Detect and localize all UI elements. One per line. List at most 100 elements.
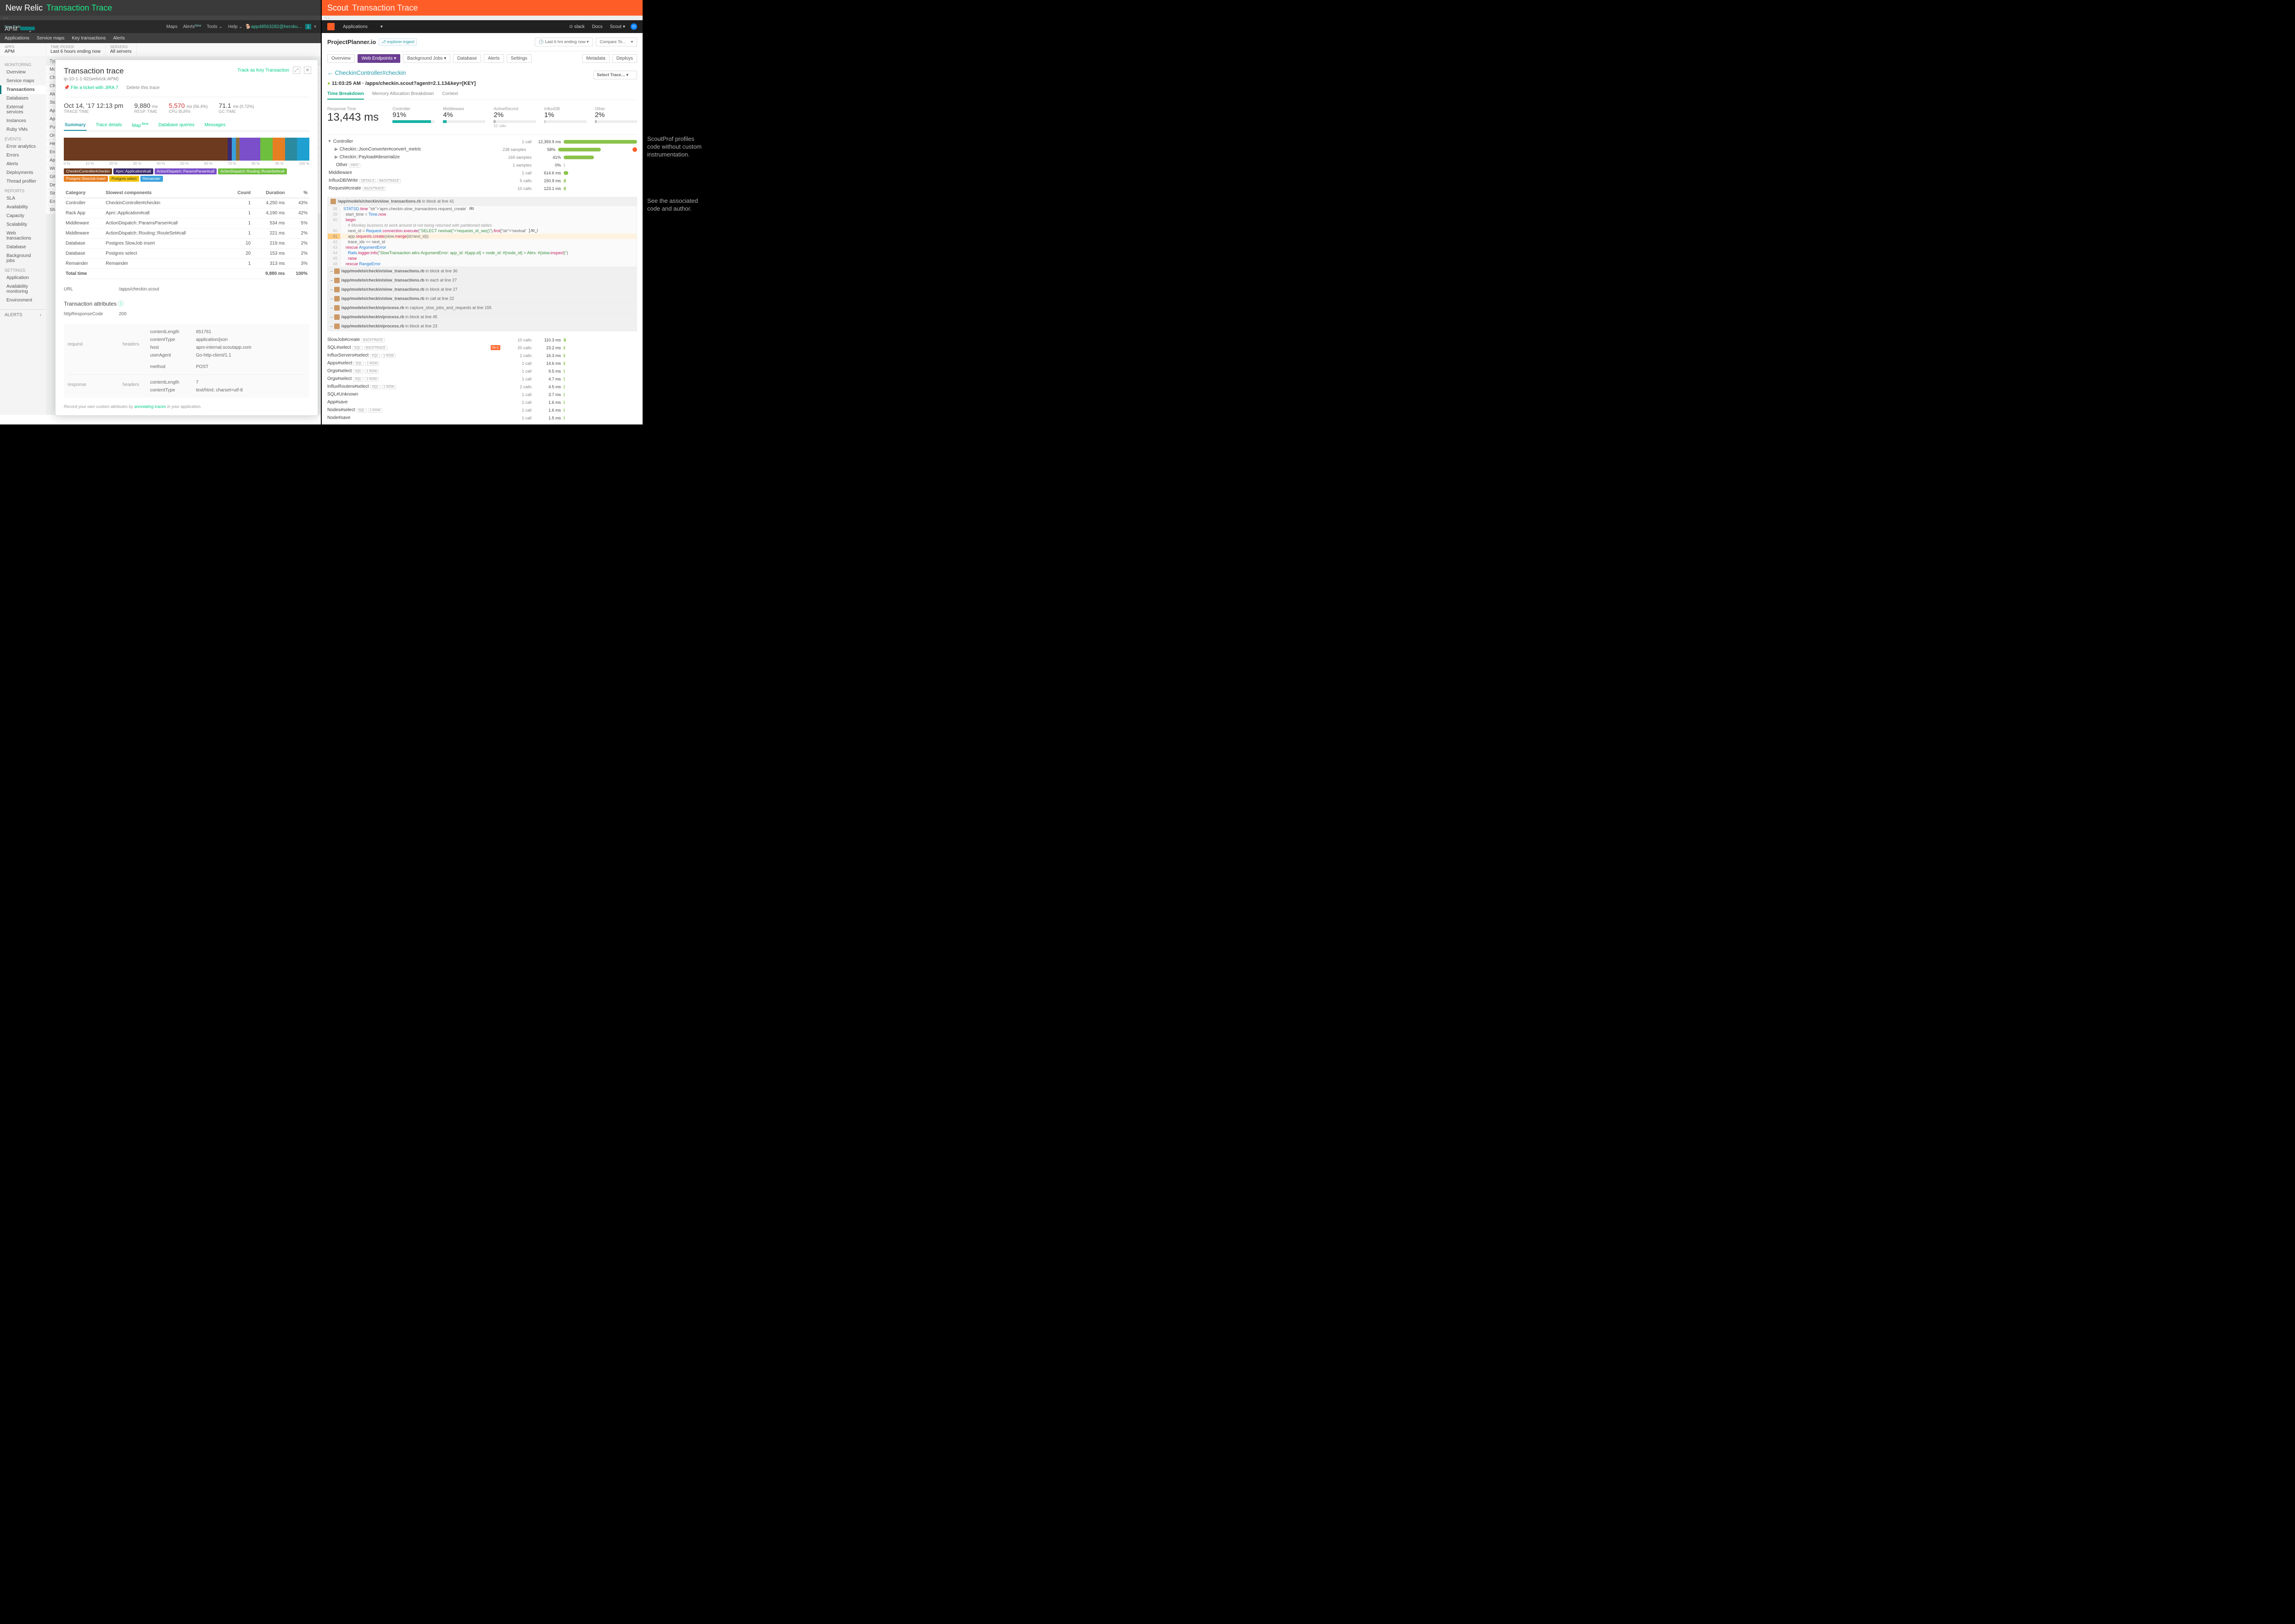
apm-dropdown[interactable]	[20, 27, 35, 30]
side-availability[interactable]: Availability	[0, 203, 46, 212]
user-menu[interactable]: 🐕 app48563282@heroku…	[246, 24, 302, 29]
timerange-select[interactable]: 🕐 Last 6 hrs ending now ▾	[535, 38, 593, 46]
side-overview[interactable]: Overview	[0, 68, 46, 77]
sc-subtitle: Transaction Trace	[352, 3, 418, 13]
summary-row: Response Time13,443 ms Controller91%Midd…	[327, 100, 637, 135]
tab-context[interactable]: Context	[442, 89, 458, 100]
sc-title-bar: Scout Transaction Trace	[322, 0, 643, 16]
close-icon[interactable]: ✕	[304, 67, 311, 74]
trace-modal: Track as Key Transaction ⤢ ✕ Transaction…	[55, 60, 318, 416]
env-tag[interactable]: ⎇ explorer-ingest	[379, 39, 416, 45]
side-capacity[interactable]: Capacity	[0, 212, 46, 220]
side-transactions[interactable]: Transactions	[0, 85, 46, 94]
notif-badge[interactable]: 1	[305, 24, 311, 29]
menu-icon[interactable]: ▾	[314, 24, 316, 29]
subnav-alerts[interactable]: Alerts	[113, 36, 125, 41]
nav-overview[interactable]: Overview	[327, 54, 355, 63]
side-application[interactable]: Application	[0, 273, 46, 282]
file-jira[interactable]: 📌 File a ticket with JIRA 7	[64, 85, 118, 90]
nav-maps[interactable]: Maps	[166, 24, 177, 29]
scout-logo-icon	[327, 23, 335, 30]
browser-chrome: ‹ ›	[322, 16, 643, 20]
nav-help[interactable]: Help ⌄	[228, 24, 243, 29]
tab-map[interactable]: Map Beta	[131, 120, 149, 131]
side-threadprof[interactable]: Thread profiler	[0, 177, 46, 186]
nav-bgjobs[interactable]: Background Jobs ▾	[403, 54, 450, 63]
nav-database[interactable]: Database	[453, 54, 481, 63]
footer-note: Record your own custom attributes by ann…	[64, 404, 309, 409]
trace-heading: ● 11:03:25 AM · /apps/checkin.scout?agen…	[327, 80, 637, 87]
select-trace[interactable]: Select Trace… ▾	[593, 71, 637, 79]
sc-title: Scout	[327, 3, 348, 13]
docs-link[interactable]: Docs	[592, 24, 603, 29]
nr-title: New Relic	[6, 3, 43, 13]
nav-alerts[interactable]: Alerts	[484, 54, 504, 63]
side-servicemaps[interactable]: Service maps	[0, 77, 46, 85]
side-alerts[interactable]: Alerts	[0, 160, 46, 168]
power-icon[interactable]: ⏻	[631, 23, 637, 30]
side-errors[interactable]: Errors	[0, 151, 46, 160]
annotation-1: ScoutProf profiles code without custom i…	[647, 135, 711, 159]
subnav-keytx[interactable]: Key transactions	[72, 36, 106, 41]
nr-subtitle: Transaction Trace	[46, 3, 112, 13]
compare-select[interactable]: Compare To… ▾	[596, 38, 637, 46]
apps-select[interactable]: APM	[5, 49, 41, 54]
side-database[interactable]: Database	[0, 243, 46, 251]
nr-subnav: Applications Service maps Key transactio…	[0, 33, 321, 43]
modal-host: ip-10-1-1-92(webrick:APM)	[64, 77, 309, 82]
slack-link[interactable]: ⊙ slack	[569, 24, 585, 29]
tab-tracedetails[interactable]: Trace details	[95, 120, 123, 131]
apps-dropdown[interactable]: Applications ▾	[343, 24, 383, 29]
user-menu[interactable]: Scout ▾	[610, 24, 625, 29]
nr-filterbar: APPSAPM TIME PICKERLast 6 hours ending n…	[0, 43, 321, 57]
side-webtx[interactable]: Web transactions	[0, 229, 46, 243]
nav-metadata[interactable]: Metadata	[582, 54, 610, 63]
sc-topbar: Applications ▾ ⊙ slack Docs Scout ▾ ⏻	[322, 20, 643, 33]
breakdown-chart	[64, 138, 309, 161]
annotation-2: See the associated code and author.	[647, 197, 711, 213]
expand-icon[interactable]: ⤢	[293, 67, 300, 74]
track-key-tx[interactable]: Track as Key Transaction	[238, 68, 289, 73]
components-table: CategorySlowest componentsCountDuration%…	[64, 188, 309, 279]
back-link[interactable]: ← CheckinController#checkin	[327, 66, 637, 80]
browser-chrome: ‹ ›	[0, 16, 321, 20]
nav-alerts[interactable]: AlertsNew	[183, 24, 202, 29]
nr-sidebar: MONITORING Overview Service maps Transac…	[0, 57, 46, 415]
nav-tools[interactable]: Tools ⌄	[207, 24, 223, 29]
subnav-servicemaps[interactable]: Service maps	[37, 36, 65, 41]
servers-select[interactable]: All servers	[110, 49, 132, 54]
tx-attrs-header: Transaction attributes ⓘ	[64, 300, 309, 307]
side-environment[interactable]: Environment	[0, 296, 46, 305]
nav-settings[interactable]: Settings	[507, 54, 532, 63]
tab-time[interactable]: Time Breakdown	[327, 89, 364, 100]
tab-messages[interactable]: Messages	[204, 120, 227, 131]
nav-deploys[interactable]: Deploys	[612, 54, 637, 63]
nr-title-bar: New Relic Transaction Trace	[0, 0, 321, 16]
side-bgjobs[interactable]: Background jobs	[0, 251, 46, 265]
sc-nav: Overview Web Endpoints ▾ Background Jobs…	[327, 51, 637, 66]
side-rubyvms[interactable]: Ruby VMs	[0, 125, 46, 134]
side-sla[interactable]: SLA	[0, 194, 46, 203]
code-panel: /app/models/checkin/slow_transactions.rb…	[327, 197, 637, 331]
timepicker[interactable]: Last 6 hours ending now	[50, 49, 101, 54]
side-availmon[interactable]: Availability monitoring	[0, 282, 46, 296]
side-deployments[interactable]: Deployments	[0, 168, 46, 177]
call-tree: ▼Controller1 call12,359.9 ms▶Checkin::Js…	[327, 135, 637, 195]
app-name: ProjectPlanner.io	[327, 39, 376, 45]
side-scalability[interactable]: Scalability	[0, 220, 46, 229]
side-external[interactable]: External services	[0, 103, 46, 117]
tab-databasequeries[interactable]: Database queries	[157, 120, 195, 131]
tab-memory[interactable]: Memory Allocation Breakdown	[372, 89, 434, 100]
sc-tabs: Time Breakdown Memory Allocation Breakdo…	[327, 89, 637, 100]
subnav-applications[interactable]: Applications	[5, 36, 29, 41]
tail-list: SlowJob#createBACKTRACE10 calls110.3 msS…	[327, 333, 637, 424]
side-instances[interactable]: Instances	[0, 117, 46, 125]
sc-header: ProjectPlanner.io ⎇ explorer-ingest 🕐 La…	[327, 33, 637, 51]
delete-trace[interactable]: Delete this trace	[127, 85, 160, 90]
side-databases[interactable]: Databases	[0, 94, 46, 103]
side-erranalytics[interactable]: Error analytics	[0, 142, 46, 151]
nav-webendpoints[interactable]: Web Endpoints ▾	[358, 54, 400, 63]
tab-summary[interactable]: Summary	[64, 120, 87, 131]
side-alerts-footer[interactable]: ALERTS›	[0, 309, 46, 320]
nr-brand: APM	[5, 25, 17, 32]
